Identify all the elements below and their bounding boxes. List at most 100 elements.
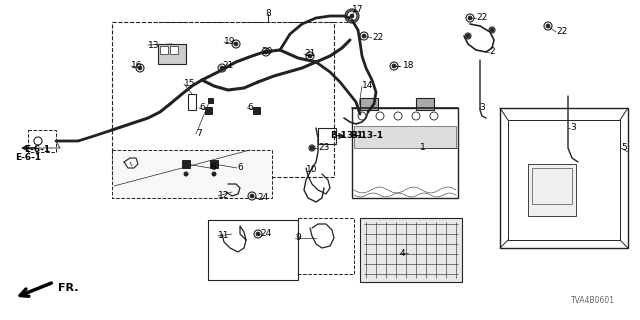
Circle shape bbox=[489, 27, 495, 33]
Text: 21: 21 bbox=[222, 61, 234, 70]
Bar bbox=[352, 108, 458, 198]
Text: 19: 19 bbox=[224, 37, 236, 46]
Circle shape bbox=[362, 34, 366, 38]
Text: 18: 18 bbox=[403, 61, 415, 70]
Text: 22: 22 bbox=[476, 13, 487, 22]
Circle shape bbox=[254, 230, 262, 238]
Text: 17: 17 bbox=[352, 5, 364, 14]
Bar bbox=[112, 150, 272, 198]
Text: 3: 3 bbox=[479, 103, 484, 113]
Text: 1: 1 bbox=[420, 143, 426, 153]
Text: 7: 7 bbox=[196, 130, 202, 139]
Bar bbox=[318, 128, 336, 144]
Text: 21: 21 bbox=[304, 50, 316, 59]
Circle shape bbox=[306, 52, 314, 60]
Bar bbox=[298, 218, 354, 274]
Bar bbox=[354, 126, 456, 148]
Circle shape bbox=[347, 11, 357, 21]
Circle shape bbox=[138, 66, 142, 70]
Circle shape bbox=[544, 22, 552, 30]
Text: 4: 4 bbox=[400, 249, 406, 258]
Circle shape bbox=[468, 16, 472, 20]
Text: 13: 13 bbox=[148, 41, 159, 50]
Text: B-13-1: B-13-1 bbox=[330, 132, 363, 140]
Text: 6: 6 bbox=[247, 103, 253, 113]
Text: 6: 6 bbox=[237, 164, 243, 172]
Text: E-6-1: E-6-1 bbox=[15, 154, 41, 163]
Bar bbox=[112, 22, 334, 177]
Text: 20: 20 bbox=[261, 47, 273, 57]
Bar bbox=[205, 107, 212, 114]
Text: 9: 9 bbox=[295, 234, 301, 243]
Circle shape bbox=[250, 194, 254, 198]
Text: 8: 8 bbox=[265, 10, 271, 19]
Bar bbox=[170, 46, 178, 54]
Text: 15: 15 bbox=[184, 79, 195, 89]
Circle shape bbox=[466, 34, 470, 38]
Bar bbox=[508, 120, 620, 240]
Text: 22: 22 bbox=[556, 28, 567, 36]
Circle shape bbox=[412, 112, 420, 120]
Text: 24: 24 bbox=[260, 229, 271, 238]
Bar bbox=[532, 168, 572, 204]
Circle shape bbox=[232, 40, 240, 48]
Text: TVA4B0601: TVA4B0601 bbox=[571, 296, 615, 305]
Circle shape bbox=[345, 9, 359, 23]
Bar bbox=[160, 46, 168, 54]
Bar bbox=[210, 160, 218, 168]
Circle shape bbox=[220, 66, 224, 70]
Circle shape bbox=[350, 14, 354, 18]
Text: E-6-1: E-6-1 bbox=[24, 146, 50, 155]
Bar bbox=[360, 218, 462, 282]
Text: 24: 24 bbox=[257, 194, 268, 203]
Circle shape bbox=[248, 192, 256, 200]
Bar bbox=[182, 160, 190, 168]
Text: FR.: FR. bbox=[58, 283, 79, 293]
Circle shape bbox=[390, 62, 398, 70]
Circle shape bbox=[466, 14, 474, 22]
Bar bbox=[528, 164, 576, 216]
Text: 3: 3 bbox=[570, 124, 576, 132]
Bar bbox=[500, 108, 628, 248]
Circle shape bbox=[218, 64, 226, 72]
Text: B-13-1: B-13-1 bbox=[350, 132, 383, 140]
Circle shape bbox=[392, 64, 396, 68]
Bar bbox=[208, 98, 213, 103]
Circle shape bbox=[360, 32, 368, 40]
Circle shape bbox=[256, 232, 260, 236]
Text: 6: 6 bbox=[199, 103, 205, 113]
Text: 5: 5 bbox=[621, 143, 627, 153]
Circle shape bbox=[184, 172, 188, 176]
Circle shape bbox=[310, 146, 314, 150]
Circle shape bbox=[394, 112, 402, 120]
Circle shape bbox=[376, 112, 384, 120]
Circle shape bbox=[264, 50, 268, 54]
Circle shape bbox=[546, 24, 550, 28]
Bar bbox=[188, 94, 196, 110]
Bar bbox=[253, 107, 260, 114]
Circle shape bbox=[262, 48, 270, 56]
Text: 12: 12 bbox=[218, 191, 229, 201]
Bar bbox=[208, 220, 298, 280]
Circle shape bbox=[136, 64, 144, 72]
Text: 2: 2 bbox=[489, 47, 495, 57]
Circle shape bbox=[308, 54, 312, 58]
Text: 23: 23 bbox=[318, 143, 330, 153]
Circle shape bbox=[34, 137, 42, 145]
Circle shape bbox=[212, 172, 216, 176]
Bar bbox=[158, 44, 186, 64]
Text: 14: 14 bbox=[362, 82, 373, 91]
Bar bbox=[28, 130, 56, 152]
Text: 11: 11 bbox=[218, 231, 230, 241]
Text: 10: 10 bbox=[306, 165, 317, 174]
Bar bbox=[416, 98, 434, 110]
Circle shape bbox=[465, 33, 471, 39]
Circle shape bbox=[234, 42, 238, 46]
Bar bbox=[360, 98, 378, 110]
Text: 22: 22 bbox=[372, 34, 383, 43]
Circle shape bbox=[358, 112, 366, 120]
Circle shape bbox=[430, 112, 438, 120]
Circle shape bbox=[490, 28, 494, 32]
Text: 16: 16 bbox=[131, 61, 143, 70]
Text: 6: 6 bbox=[210, 164, 216, 172]
